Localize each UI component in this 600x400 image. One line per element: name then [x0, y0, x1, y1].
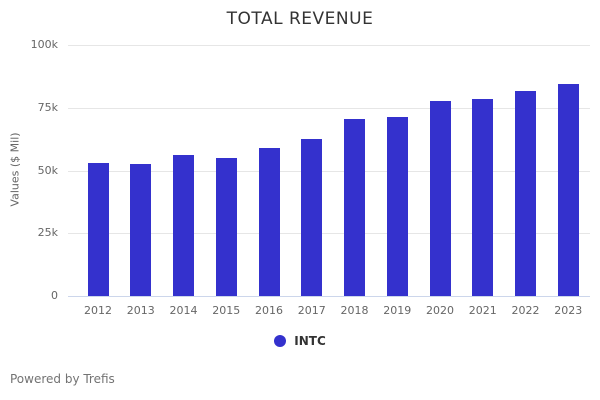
- x-tick-label-2015: 2015: [212, 304, 241, 317]
- x-tick-label-2020: 2020: [426, 304, 454, 317]
- x-axis-line: [68, 296, 590, 297]
- x-tick-label-2022: 2022: [511, 304, 540, 317]
- bar-2020[interactable]: [429, 101, 451, 296]
- y-tick-label-0: 0: [51, 289, 58, 302]
- bar-2021[interactable]: [472, 98, 494, 296]
- x-tick-label-2012: 2012: [84, 304, 112, 317]
- bar-2013[interactable]: [130, 164, 152, 296]
- y-tick-label-25k: 25k: [37, 226, 58, 240]
- x-tick-label-2019: 2019: [383, 304, 412, 317]
- x-tick-label-2021: 2021: [468, 304, 497, 317]
- y-tick-label-100k: 100k: [30, 38, 58, 51]
- bar-2017[interactable]: [301, 139, 323, 296]
- y-gridline-75k: [68, 107, 590, 109]
- bar-2018[interactable]: [344, 119, 365, 296]
- x-tick-label-2023: 2023: [554, 304, 583, 317]
- y-axis-title: Values ($ Mil): [8, 132, 22, 207]
- bar-2023[interactable]: [557, 83, 579, 296]
- bar-2015[interactable]: [215, 157, 237, 296]
- legend-label: INTC: [294, 334, 326, 348]
- bar-2019[interactable]: [386, 116, 408, 296]
- x-tick-label-2014: 2014: [169, 304, 198, 317]
- legend-item-intc[interactable]: INTC: [0, 334, 600, 348]
- y-gridline-25k: [68, 233, 590, 235]
- x-tick-label-2018: 2018: [340, 304, 369, 317]
- bar-2014[interactable]: [173, 155, 194, 296]
- y-tick-label-75k: 75k: [37, 100, 58, 114]
- bar-2012[interactable]: [87, 162, 109, 296]
- y-gridline-100k: [68, 45, 590, 46]
- x-tick-label-2016: 2016: [255, 304, 283, 317]
- x-tick-label-2017: 2017: [297, 304, 326, 317]
- y-gridline-50k: [68, 170, 590, 172]
- legend-marker-icon: [274, 335, 287, 347]
- y-tick-label-50k: 50k: [37, 163, 58, 177]
- chart-title: TOTAL REVENUE: [226, 9, 374, 29]
- bar-2022[interactable]: [515, 91, 536, 296]
- bar-2016[interactable]: [258, 147, 280, 296]
- powered-by-trefis: Powered by Trefis: [10, 372, 115, 386]
- x-tick-label-2013: 2013: [126, 304, 155, 317]
